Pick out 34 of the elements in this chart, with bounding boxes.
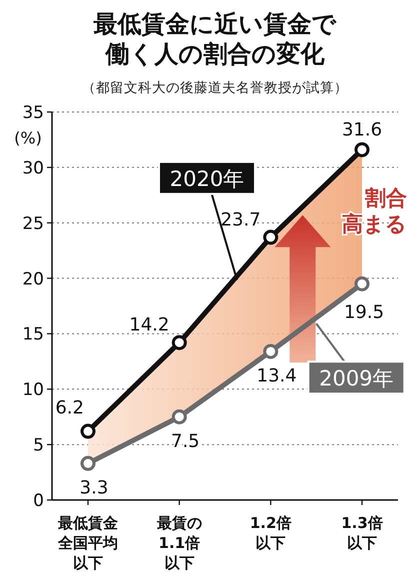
y-tick-label: 5	[33, 436, 44, 456]
point	[263, 230, 278, 245]
point	[354, 142, 370, 158]
data-label: 23.7	[220, 209, 261, 230]
y-tick-label: 30	[22, 158, 44, 178]
data-label: 6.2	[55, 397, 84, 418]
x-tick-label: 最低賃金全国平均以下	[57, 514, 118, 572]
point	[80, 424, 96, 439]
point	[172, 409, 187, 424]
x-tick-label: 最賃の1.1倍以下	[156, 514, 202, 572]
chart-subtitle: （都留文科大の後藤道夫名誉教授が試算）	[82, 80, 348, 96]
data-label: 7.5	[171, 430, 200, 452]
point	[263, 344, 278, 359]
data-label: 3.3	[80, 477, 108, 498]
text: 2020年	[170, 166, 244, 191]
annotation: 割合	[364, 186, 407, 210]
chart-title: 最低賃金に近い賃金で働く人の割合の変化	[92, 10, 338, 68]
point	[354, 276, 370, 292]
y-tick-label: 20	[22, 269, 44, 290]
y-tick-label: 0	[33, 491, 44, 511]
series-label: 2009年	[319, 366, 394, 391]
point	[172, 335, 187, 350]
data-label: 31.6	[342, 120, 382, 141]
data-label: 13.4	[256, 365, 297, 386]
y-axis-title: (%)	[14, 128, 42, 148]
x-tick-label: 1.2倍以下	[250, 514, 292, 552]
data-label: 19.5	[344, 302, 384, 323]
y-tick-label: 15	[22, 324, 44, 345]
y-tick-label: 25	[22, 214, 44, 234]
data-label: 14.2	[129, 314, 170, 336]
y-tick-label: 35	[22, 103, 44, 123]
y-tick-label: 10	[22, 380, 44, 400]
x-tick-label: 1.3倍以下	[341, 514, 383, 552]
point	[80, 456, 96, 471]
